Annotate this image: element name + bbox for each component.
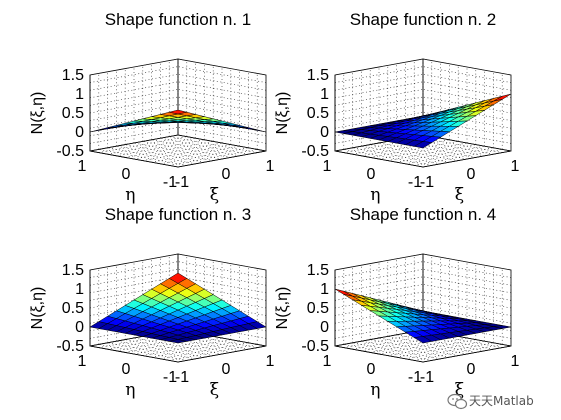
z-tick-label: -0.5	[56, 338, 84, 355]
eta-tick-label: -1	[163, 369, 177, 386]
xi-axis-line	[422, 150, 512, 168]
z-tick-label: 1.5	[307, 262, 329, 279]
z-tick-label: 1	[320, 86, 329, 103]
z-axis-label: N(ξ,η)	[274, 92, 291, 135]
z-tick-label: 0.5	[307, 105, 329, 122]
surface-plot-1: -0.5 0 0.5 1 1.5 -1 0 1 -1 0 1 ξ η N(ξ,η) Shape functi…	[29, 10, 275, 205]
xi-axis-label: ξ	[455, 380, 464, 400]
xi-tick-label: 1	[511, 353, 520, 370]
surface-plot-4: -0.5 0 0.5 1 1.5 -1 0 1 -1 0 1 ξ η N(ξ,η) Shape functi…	[274, 205, 520, 400]
xi-axis-label: ξ	[455, 185, 464, 205]
eta-tick-label: 0	[367, 361, 376, 378]
z-tick-label: 0	[320, 319, 329, 336]
z-axis-label: N(ξ,η)	[29, 92, 46, 135]
z-tick-label: 1	[320, 281, 329, 298]
surface	[334, 93, 512, 149]
eta-tick-label: 1	[323, 353, 332, 370]
z-tick-label: 0.5	[62, 105, 84, 122]
eta-tick-label: -1	[163, 174, 177, 191]
z-tick-label: -0.5	[301, 143, 329, 160]
eta-tick-label: 1	[78, 158, 87, 175]
surface-plot-2: -0.5 0 0.5 1 1.5 -1 0 1 -1 0 1 ξ η N(ξ,η) Shape functi…	[274, 10, 520, 205]
z-tick-label: 0.5	[62, 300, 84, 317]
eta-tick-label: 1	[323, 158, 332, 175]
xi-axis-label: ξ	[210, 380, 219, 400]
eta-axis-line	[89, 150, 179, 168]
xi-tick-label: 0	[222, 361, 231, 378]
xi-tick-label: -1	[175, 174, 189, 191]
chart-title: Shape function n. 1	[105, 10, 252, 29]
z-tick-label: 1	[75, 86, 84, 103]
surface-patch	[169, 339, 187, 344]
eta-tick-label: 1	[78, 353, 87, 370]
xi-tick-label: 1	[266, 158, 275, 175]
grid-lines	[334, 253, 512, 363]
z-tick-label: 0	[75, 124, 84, 141]
eta-tick-label: 0	[122, 361, 131, 378]
eta-axis-label: η	[370, 185, 380, 205]
eta-tick-label: -1	[408, 369, 422, 386]
chart-title: Shape function n. 2	[350, 10, 497, 29]
xi-axis-line	[177, 345, 267, 363]
eta-axis-label: η	[370, 380, 380, 400]
eta-axis-label: η	[125, 380, 135, 400]
surface-patch	[413, 141, 433, 149]
z-axis-label: N(ξ,η)	[29, 287, 46, 330]
chart-title: Shape function n. 3	[105, 205, 252, 224]
eta-axis-line	[89, 345, 179, 363]
z-tick-label: 0	[75, 319, 84, 336]
z-tick-label: 0	[320, 124, 329, 141]
grid-lines	[89, 58, 267, 168]
z-tick-label: -0.5	[56, 143, 84, 160]
wechat-logo-icon	[447, 393, 468, 410]
eta-axis-line	[334, 345, 424, 363]
eta-tick-label: -1	[408, 174, 422, 191]
xi-tick-label: 1	[266, 353, 275, 370]
xi-tick-label: 0	[222, 166, 231, 183]
watermark: 天天Matlab	[447, 393, 534, 410]
eta-tick-label: 0	[367, 166, 376, 183]
surface-patch	[169, 109, 187, 115]
surface	[334, 288, 512, 344]
eta-axis-line	[334, 150, 424, 168]
surface	[89, 272, 267, 344]
chart-title: Shape function n. 4	[350, 205, 497, 224]
surface-patch	[413, 336, 433, 344]
grid-lines	[334, 58, 512, 168]
xi-tick-label: -1	[420, 174, 434, 191]
z-axis-label: N(ξ,η)	[274, 287, 291, 330]
xi-tick-label: -1	[420, 369, 434, 386]
xi-axis-line	[177, 150, 267, 168]
z-tick-label: 1.5	[62, 262, 84, 279]
xi-tick-label: 1	[511, 158, 520, 175]
xi-axis-label: ξ	[210, 185, 219, 205]
xi-tick-label: 0	[467, 166, 476, 183]
surface-plot-3: -0.5 0 0.5 1 1.5 -1 0 1 -1 0 1 ξ η N(ξ,η) Shape functi…	[29, 205, 275, 400]
surface	[89, 109, 267, 133]
xi-tick-label: 0	[467, 361, 476, 378]
xi-tick-label: -1	[175, 369, 189, 386]
xi-axis-line	[422, 345, 512, 363]
z-tick-label: 1.5	[62, 67, 84, 84]
z-tick-label: 1	[75, 281, 84, 298]
eta-axis-label: η	[125, 185, 135, 205]
z-tick-label: 0.5	[307, 300, 329, 317]
z-tick-label: 1.5	[307, 67, 329, 84]
z-tick-label: -0.5	[301, 338, 329, 355]
watermark-text: 天天Matlab	[469, 394, 534, 408]
floor	[89, 134, 267, 168]
eta-tick-label: 0	[122, 166, 131, 183]
